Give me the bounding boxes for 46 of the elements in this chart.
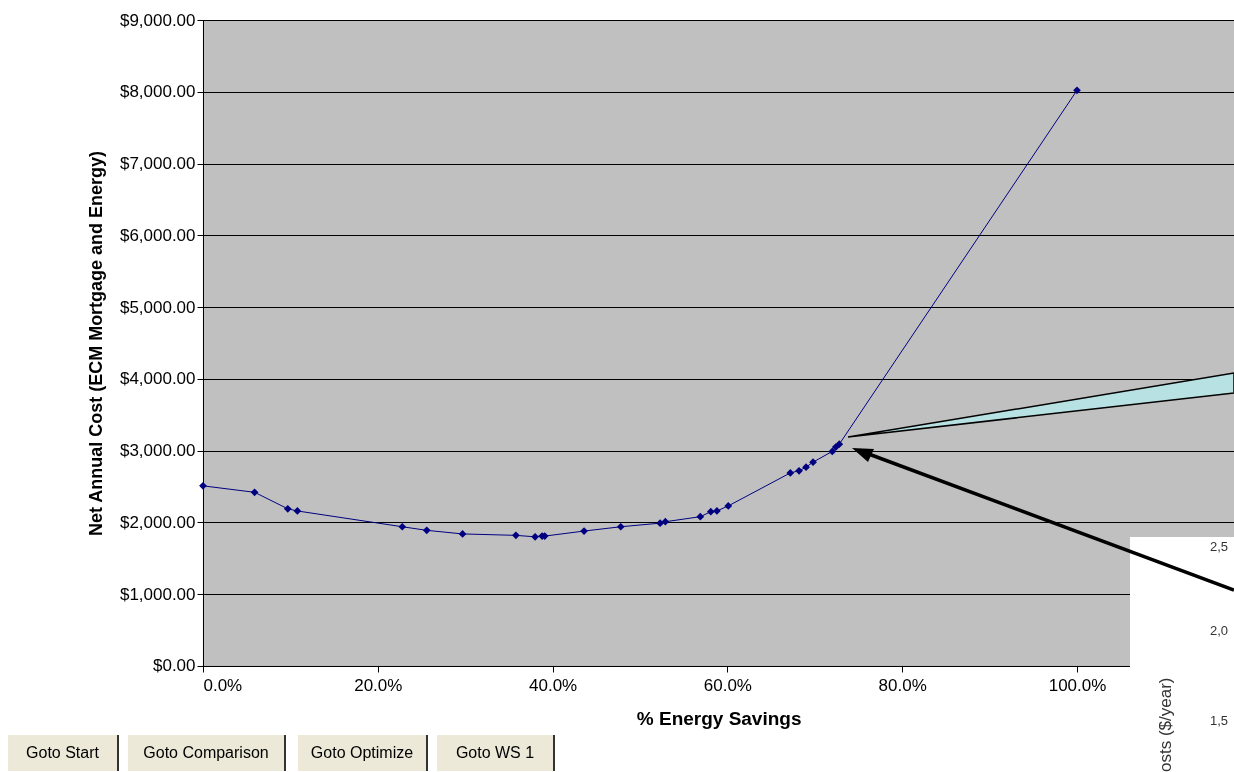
text: Goto WS 1 xyxy=(437,735,555,771)
x-tick-label: 40.0% xyxy=(529,676,578,696)
point xyxy=(835,440,844,449)
y-tick-label: $0.00 xyxy=(152,656,196,676)
x-tick-label: 20.0% xyxy=(354,676,403,696)
point xyxy=(795,466,803,475)
x-tick-label: 60.0% xyxy=(703,676,752,696)
text: Goto Optimize xyxy=(298,735,428,771)
point xyxy=(458,530,467,538)
point xyxy=(398,522,407,531)
y-tick-label: $2,000.00 xyxy=(119,512,196,532)
y-axis-title: Net Annual Cost (ECM Mortgage and Energy) xyxy=(85,150,106,537)
point xyxy=(1073,86,1081,95)
y-tick-label: $3,000.00 xyxy=(119,441,196,461)
y-tick-label: $8,000.00 xyxy=(119,82,196,102)
text: Goto Comparison xyxy=(128,735,286,771)
point xyxy=(786,469,795,477)
y-tick-label: $6,000.00 xyxy=(119,225,196,245)
point xyxy=(616,522,625,531)
point xyxy=(199,481,207,490)
inset-panel: 2,5 2,0 1,5 osts ($/year) xyxy=(1130,537,1234,772)
x-tick-label: 0.0% xyxy=(203,676,243,696)
point xyxy=(713,507,721,515)
x-axis-title: % Energy Savings xyxy=(636,708,802,730)
point xyxy=(422,526,431,535)
text: Goto Start xyxy=(8,735,119,771)
annotation: 2,0 xyxy=(1210,623,1229,638)
point xyxy=(512,531,520,540)
y-tick-label: $1,000.00 xyxy=(119,584,196,604)
y-tick-label: $7,000.00 xyxy=(119,154,196,174)
point xyxy=(696,512,705,521)
point xyxy=(724,502,733,510)
y-tick-label: $5,000.00 xyxy=(119,297,196,317)
annotation: 2,5 xyxy=(1210,539,1229,554)
point xyxy=(661,517,670,526)
point xyxy=(283,504,292,513)
point xyxy=(250,488,259,497)
point xyxy=(706,507,715,516)
point xyxy=(293,507,302,515)
x-tick-label: 100.0% xyxy=(1048,676,1107,696)
y-tick-label: $9,000.00 xyxy=(119,10,196,30)
point xyxy=(809,458,817,467)
point xyxy=(531,532,539,541)
y-tick-label: $4,000.00 xyxy=(119,369,196,389)
x-tick-label: 80.0% xyxy=(878,676,927,696)
point xyxy=(802,463,810,472)
